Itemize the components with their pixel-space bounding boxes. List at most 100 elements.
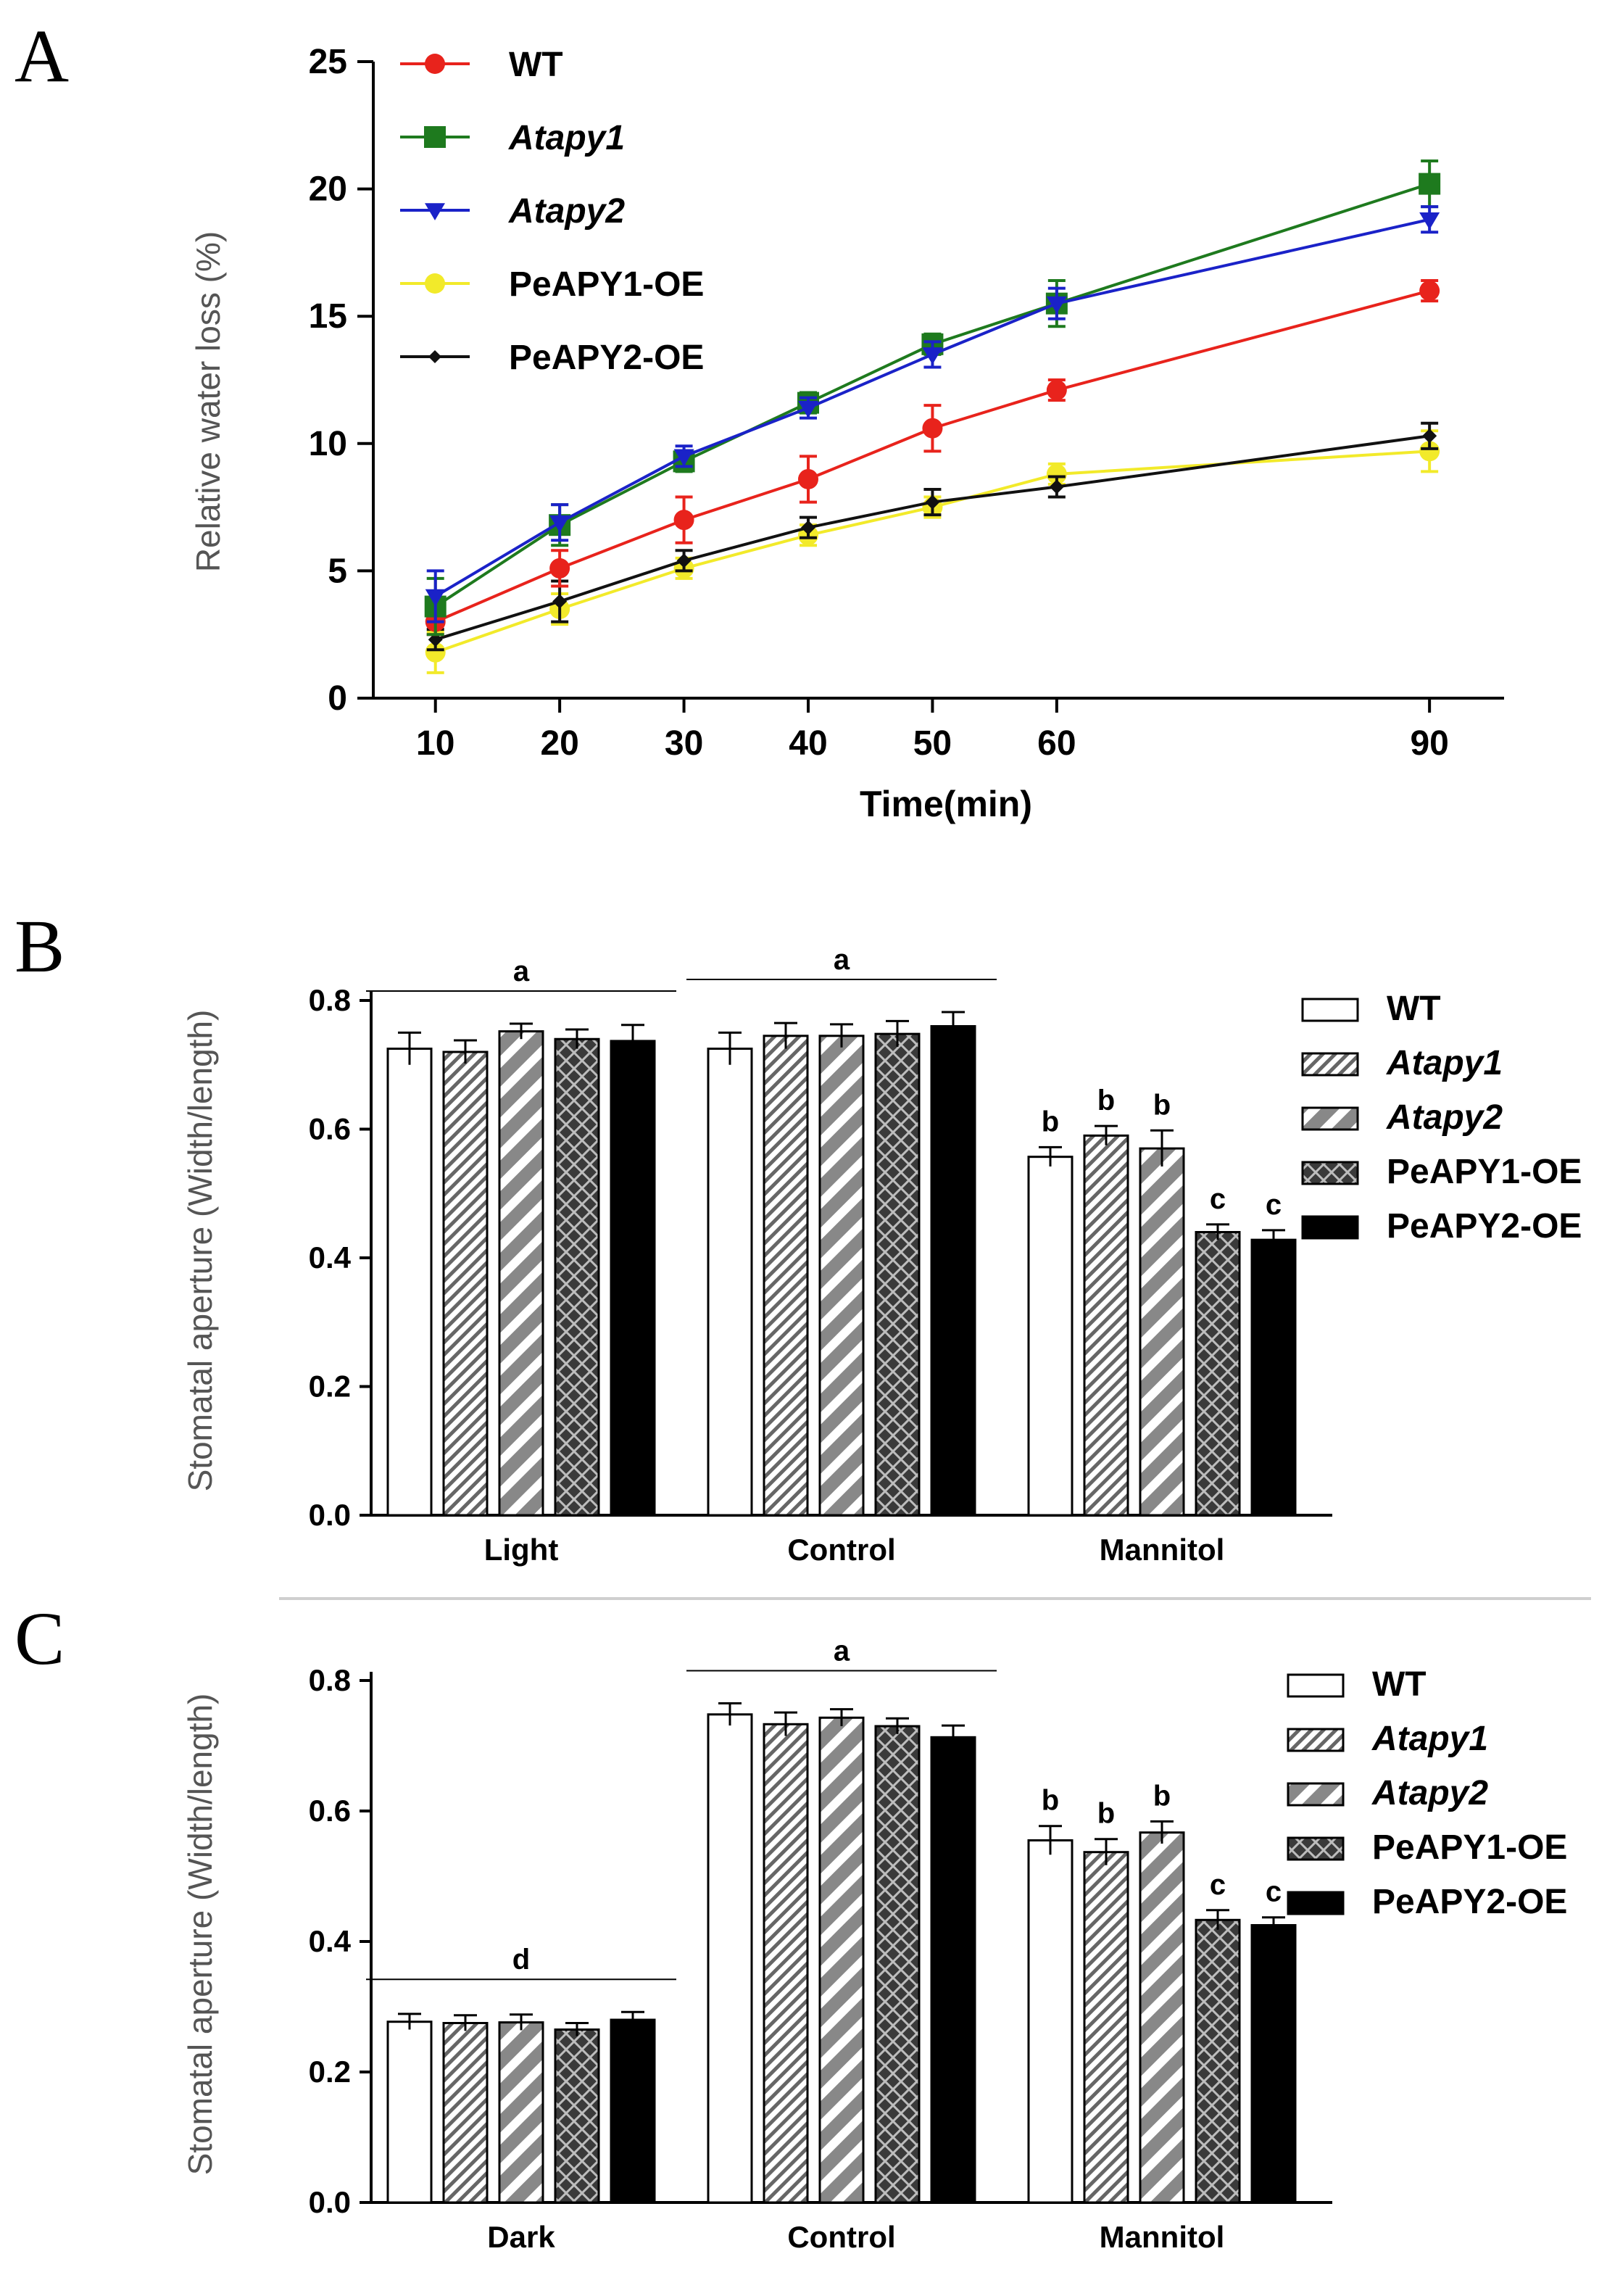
y-tick-label: 5 xyxy=(328,552,347,590)
category-label: Dark xyxy=(487,2220,555,2254)
significance-letter: b xyxy=(1097,1085,1115,1116)
legend-label: Atapy1 xyxy=(1386,1044,1503,1082)
bar xyxy=(610,1040,656,1517)
bar xyxy=(818,1035,865,1517)
x-tick-label: 90 xyxy=(1410,724,1448,763)
bar xyxy=(554,1037,600,1517)
legend-label: PeAPY2-OE xyxy=(1372,1883,1567,1921)
x-axis-title: Time(min) xyxy=(860,784,1032,824)
legend-label: PeAPY1-OE xyxy=(1387,1153,1582,1191)
legend-marker xyxy=(425,273,445,294)
legend-label: Atapy2 xyxy=(1386,1098,1503,1137)
bar xyxy=(874,1032,921,1517)
significance-letter: b xyxy=(1042,1106,1059,1137)
bar xyxy=(763,1035,809,1517)
bar xyxy=(707,1048,753,1517)
data-point xyxy=(549,558,570,579)
y-tick-label: 0.8 xyxy=(309,1663,351,1697)
bar xyxy=(1027,1156,1074,1517)
significance-letter: b xyxy=(1153,1780,1171,1812)
y-tick-label: 10 xyxy=(309,425,347,463)
legend-swatch xyxy=(1287,1782,1345,1807)
y-tick-label: 0 xyxy=(328,679,347,718)
legend-label: Atapy2 xyxy=(508,192,625,231)
legend-swatch xyxy=(1301,1106,1359,1131)
legend: WT Atapy1 Atapy2 PeAPY1-OE PeAPY2-OE xyxy=(1301,990,1582,1246)
legend-marker xyxy=(425,54,445,74)
y-tick-label: 0.4 xyxy=(309,1240,352,1275)
legend-swatch xyxy=(1287,1836,1345,1861)
legend: WT Atapy1 Atapy2 PeAPY1-OE PeAPY2-OE xyxy=(400,46,704,377)
bar xyxy=(1139,1147,1185,1517)
y-tick-label: 0.4 xyxy=(309,1924,352,1958)
group-dark: d xyxy=(366,1944,676,2204)
bar xyxy=(386,1048,433,1517)
legend-swatch xyxy=(1301,1161,1359,1185)
legend-marker xyxy=(425,203,445,220)
data-point xyxy=(549,515,570,533)
x-tick-label: 10 xyxy=(416,724,454,763)
y-tick-label: 20 xyxy=(309,170,347,209)
data-point xyxy=(673,449,694,467)
group-light: a xyxy=(366,956,676,1517)
significance-letter: a xyxy=(834,1636,850,1667)
series-atapy1 xyxy=(424,159,1441,637)
x-tick-label: 40 xyxy=(789,724,827,763)
panel-c-bar-chart: 0.0 0.2 0.4 0.6 0.8 Stomatal aperture (Width/… xyxy=(181,1636,1567,2255)
y-axis-title: Stomatal aperture (Width/length) xyxy=(181,1694,219,2176)
panel-letters: A B C xyxy=(14,14,69,1680)
significance-letter: b xyxy=(1097,1798,1115,1830)
legend-label: WT xyxy=(509,46,563,84)
data-point xyxy=(1046,380,1067,401)
y-tick-label: 0.0 xyxy=(309,1498,351,1532)
y-tick-label: 0.6 xyxy=(309,1794,351,1828)
data-point xyxy=(673,510,694,531)
legend-swatch xyxy=(1301,998,1359,1022)
bar xyxy=(707,1713,753,2204)
legend-label: Atapy1 xyxy=(508,119,625,157)
bar xyxy=(1139,1831,1185,2204)
legend-label: Atapy2 xyxy=(1371,1774,1488,1812)
bar xyxy=(498,2021,544,2204)
significance-letter: b xyxy=(1153,1089,1171,1121)
panel-letter-a: A xyxy=(14,14,69,98)
bar xyxy=(554,2028,600,2204)
bar xyxy=(498,1030,544,1517)
data-point xyxy=(428,632,443,647)
data-point xyxy=(552,594,568,609)
category-label: Control xyxy=(787,1533,895,1567)
legend-swatch xyxy=(1287,1673,1345,1698)
series-line xyxy=(435,449,1430,654)
data-point xyxy=(676,553,692,568)
legend-label: PeAPY2-OE xyxy=(509,339,704,377)
bar xyxy=(874,1725,921,2204)
data-point xyxy=(922,418,943,439)
y-tick-label: 0.0 xyxy=(309,2185,351,2219)
data-point xyxy=(798,468,818,489)
data-point xyxy=(801,520,815,535)
category-label: Mannitol xyxy=(1100,1533,1225,1567)
x-tick-label: 20 xyxy=(540,724,578,763)
y-tick-label: 0.2 xyxy=(309,1369,351,1404)
category-label: Control xyxy=(787,2220,895,2254)
legend-swatch xyxy=(1287,1891,1345,1915)
legend-label: WT xyxy=(1372,1665,1427,1704)
data-point xyxy=(1422,428,1437,444)
x-tick-label: 60 xyxy=(1037,724,1076,763)
series-line xyxy=(435,434,1430,642)
panel-b-bar-chart: 0.0 0.2 0.4 0.6 0.8 Stomatal aperture (Width/… xyxy=(181,944,1582,1567)
bar xyxy=(930,1736,976,2204)
bar xyxy=(1083,1134,1129,1517)
data-point xyxy=(1419,281,1440,302)
data-point xyxy=(425,642,446,663)
significance-letter: d xyxy=(512,1944,530,1976)
legend-label: Atapy1 xyxy=(1371,1720,1488,1758)
series-line xyxy=(434,182,1430,608)
significance-letter: a xyxy=(513,956,530,987)
x-tick-label: 30 xyxy=(665,724,703,763)
data-point xyxy=(1046,463,1067,484)
legend-swatch xyxy=(1301,1215,1359,1240)
group-mannitol: b b b c c xyxy=(1027,1085,1297,1517)
significance-letter: c xyxy=(1266,1189,1282,1221)
y-tick-label: 0.6 xyxy=(309,1112,351,1146)
